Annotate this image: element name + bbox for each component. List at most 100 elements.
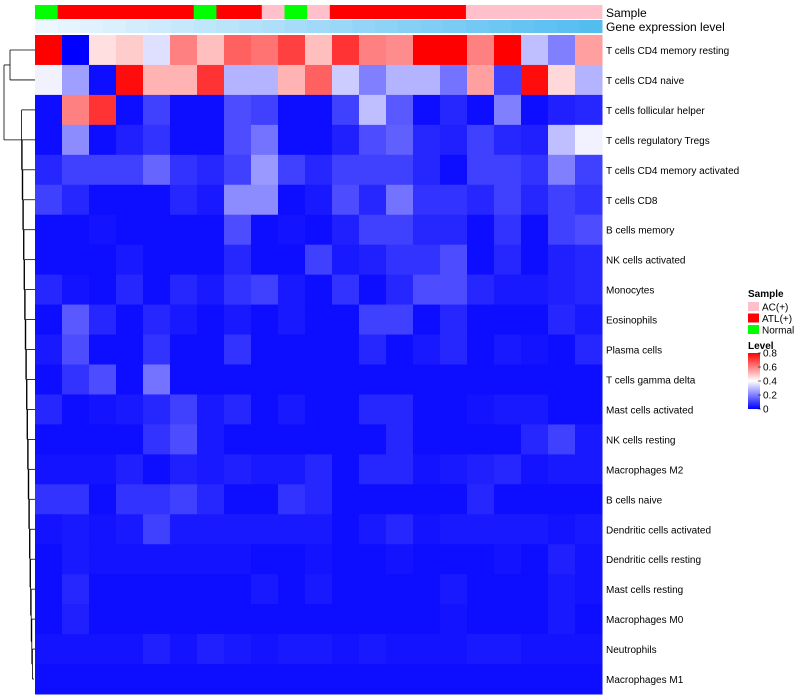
heatmap-cell (359, 544, 387, 575)
heatmap-cell (116, 424, 144, 455)
expression-annotation-cell (329, 20, 354, 33)
heatmap-cell (332, 35, 360, 66)
heatmap-cell (386, 544, 414, 575)
heatmap-cell (170, 304, 198, 336)
heatmap-cell (440, 334, 468, 365)
heatmap-cell (440, 544, 468, 575)
heatmap-cell (251, 274, 279, 306)
heatmap-cell (197, 35, 225, 66)
heatmap-cell (143, 424, 171, 455)
heatmap-cell (251, 94, 279, 126)
heatmap-cell (467, 184, 495, 216)
heatmap-cell (413, 94, 441, 126)
heatmap-cell (467, 244, 495, 276)
heatmap-cell (224, 454, 252, 485)
expression-annotation-cell (307, 20, 331, 33)
heatmap-cell (116, 35, 144, 66)
heatmap-cell (359, 124, 387, 156)
heatmap-cell (278, 64, 306, 96)
heatmap-cell (170, 544, 198, 575)
heatmap-cell (440, 244, 468, 276)
heatmap-cell (116, 454, 144, 485)
heatmap-cell (494, 274, 522, 306)
heatmap-cell (575, 364, 603, 395)
heatmap-cell (575, 634, 603, 665)
heatmap-cell (386, 574, 414, 605)
sample-track-label: Sample (606, 6, 647, 20)
heatmap-cell (143, 214, 171, 246)
heatmap-cell (251, 214, 279, 246)
heatmap-cell (170, 94, 198, 126)
heatmap-cell (170, 274, 198, 306)
legend-level-ticks: 0.8 0.6 0.4 0.2 0 (758, 349, 777, 416)
row-label: B cells memory (606, 226, 674, 237)
row-label: Macrophages M1 (606, 675, 684, 686)
row-label: T cells gamma delta (606, 376, 696, 387)
heatmap-cell (332, 514, 360, 545)
heatmap-cell (143, 35, 171, 66)
heatmap-cell (332, 94, 360, 126)
heatmap-cell (467, 514, 495, 545)
expression-annotation-cell (261, 20, 285, 33)
heatmap-cell (332, 334, 360, 365)
heatmap-cell (89, 364, 117, 395)
expression-annotation-cell (420, 20, 444, 33)
heatmap-cell (305, 514, 333, 545)
heatmap-cell (305, 604, 333, 635)
heatmap-cell (332, 634, 360, 665)
heatmap-cell (35, 424, 63, 455)
heatmap-cell (224, 364, 252, 395)
heatmap-cell (143, 394, 171, 425)
heatmap-cell (467, 544, 495, 575)
heatmap-cell (143, 484, 171, 515)
legend-sample-label: AC(+) (762, 303, 788, 314)
row-label: Macrophages M2 (606, 465, 684, 476)
heatmap-cell (440, 154, 468, 186)
sample-annotation-cell (397, 5, 422, 19)
heatmap-cell (521, 244, 549, 276)
heatmap-cell (575, 424, 603, 455)
sample-annotation-cell (239, 5, 263, 19)
heatmap-cell (89, 514, 117, 545)
heatmap-cell (62, 334, 90, 365)
heatmap-cell (359, 214, 387, 246)
heatmap-cell (197, 484, 225, 515)
heatmap-cell (548, 574, 576, 605)
heatmap-cell (305, 94, 333, 126)
heatmap-cell (35, 35, 63, 66)
heatmap-cell (494, 304, 522, 336)
heatmap-cell (386, 214, 414, 246)
heatmap-cell (62, 394, 90, 425)
heatmap-cell (251, 454, 279, 485)
legend-sample-swatch (748, 302, 759, 311)
heatmap-cell (170, 424, 198, 455)
heatmap-cell (197, 634, 225, 665)
heatmap-cell (305, 35, 333, 66)
heatmap-cell (35, 484, 63, 515)
heatmap-cell (251, 364, 279, 395)
heatmap-cell (170, 574, 198, 605)
heatmap-cell (197, 544, 225, 575)
heatmap-cell (548, 454, 576, 485)
expression-annotation-cell (80, 20, 104, 33)
heatmap-cell (413, 454, 441, 485)
heatmap-cell (224, 664, 252, 695)
heatmap-cell (62, 154, 90, 186)
heatmap-cell (35, 454, 63, 485)
heatmap-cell (575, 214, 603, 246)
heatmap-cell (197, 514, 225, 545)
heatmap-cell (332, 244, 360, 276)
expression-annotation-cell (488, 20, 512, 33)
heatmap-cell (197, 394, 225, 425)
heatmap-cell (467, 424, 495, 455)
heatmap-cell (548, 94, 576, 126)
expression-annotation-cell (533, 20, 558, 33)
heatmap-cell (359, 94, 387, 126)
heatmap-cell (251, 244, 279, 276)
heatmap-cell (467, 484, 495, 515)
heatmap-cell (332, 454, 360, 485)
heatmap-cell (143, 304, 171, 336)
heatmap-cell (278, 334, 306, 365)
expression-annotation-cell (103, 20, 127, 33)
heatmap-cell (251, 544, 279, 575)
